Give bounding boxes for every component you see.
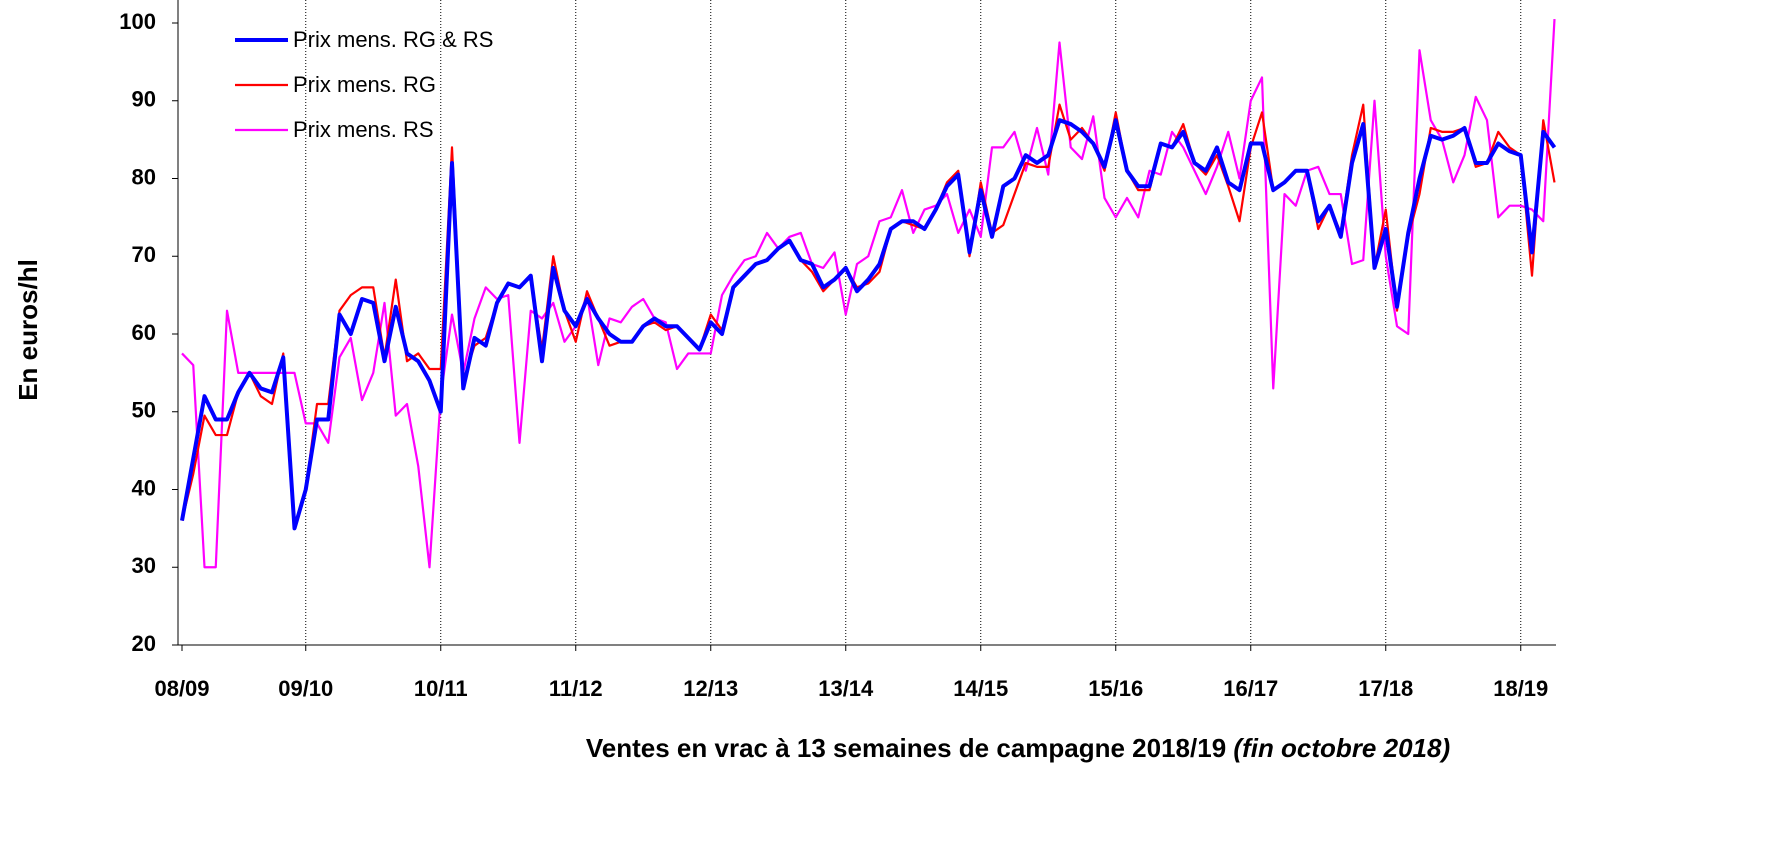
data-line — [180, 103, 1556, 530]
y-tick-label: 20 — [132, 631, 156, 656]
y-tick-label: 60 — [132, 320, 156, 345]
y-tick-label: 80 — [132, 164, 156, 189]
y-tick-label: 30 — [132, 553, 156, 578]
y-tick-label: 70 — [132, 242, 156, 267]
x-tick-label: 12/13 — [683, 676, 738, 701]
x-tick-label: 16/17 — [1223, 676, 1278, 701]
x-tick-label: 13/14 — [818, 676, 874, 701]
x-tick-label: 18/19 — [1493, 676, 1548, 701]
legend-label: Prix mens. RG & RS — [293, 27, 493, 52]
legend-label: Prix mens. RG — [293, 72, 436, 97]
x-tick-label: 09/10 — [278, 676, 333, 701]
x-tick-label: 17/18 — [1358, 676, 1413, 701]
x-tick-label: 15/16 — [1088, 676, 1143, 701]
x-axis-title-main: Ventes en vrac à 13 semaines de campagne… — [586, 733, 1226, 763]
x-axis-title: Ventes en vrac à 13 semaines de campagne… — [586, 733, 1450, 763]
y-axis-title: En euros/hl — [13, 259, 43, 401]
y-tick-label: 40 — [132, 475, 156, 500]
x-tick-label: 11/12 — [549, 676, 603, 701]
x-tick-label: 10/11 — [414, 676, 468, 701]
x-tick-label: 14/15 — [953, 676, 1008, 701]
data-line — [181, 19, 1556, 569]
y-tick-label: 50 — [132, 398, 156, 423]
y-tick-label: 90 — [132, 87, 156, 112]
data-line — [180, 118, 1557, 531]
x-axis-title-note: (fin octobre 2018) — [1233, 733, 1450, 763]
y-tick-label: 100 — [119, 9, 156, 34]
legend-label: Prix mens. RS — [293, 117, 434, 142]
x-tick-label: 08/09 — [154, 676, 209, 701]
